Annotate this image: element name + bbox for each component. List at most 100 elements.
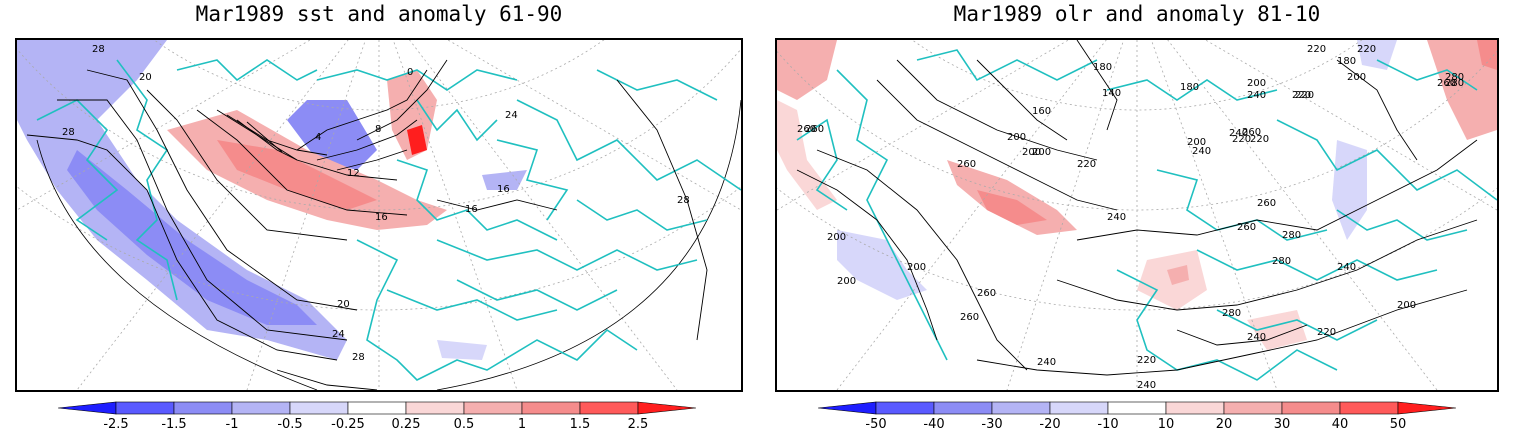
contour-label: 220 <box>1295 90 1314 101</box>
colorbar-arrow-high <box>1397 401 1457 415</box>
negative-anomaly-east <box>287 100 377 170</box>
colorbar-tick-label: -1 <box>226 417 239 430</box>
colorbar-tick-label: 1 <box>518 417 526 430</box>
contour-label: 240 <box>1247 332 1266 343</box>
olr-contour-labels: 220 220 180 160 140 180 200 260 280 180 … <box>797 44 1464 390</box>
colorbar-box <box>173 401 233 415</box>
contour-label: 0 <box>407 67 413 78</box>
sst-colorbar: -2.5 -1.5 -1 -0.5 -0.25 0.25 0.5 1 1.5 2.5 <box>58 401 697 430</box>
colorbar-box <box>875 401 935 415</box>
contour-label: 260 <box>960 312 979 323</box>
colorbar-box <box>1107 401 1167 415</box>
contour-label: 240 <box>1137 380 1156 390</box>
contour-label: 180 <box>1180 82 1199 93</box>
lat-lon-grid <box>17 40 741 390</box>
contour-label: 160 <box>1032 106 1051 117</box>
contour-label: 28 <box>62 127 75 138</box>
contour-label: 280 <box>1222 308 1241 319</box>
colorbar-tick-label: -20 <box>1039 417 1060 430</box>
contour-label: 20 <box>337 299 350 310</box>
positive-anomaly-sahara <box>1167 265 1189 285</box>
contour-label: 20 <box>139 72 152 83</box>
contour-label: 200 <box>837 276 856 287</box>
contour-label: 200 <box>1187 137 1206 148</box>
colorbar-tick-label: 50 <box>1390 417 1407 430</box>
contour-label: 4 <box>315 132 321 143</box>
contour-label: 12 <box>347 168 360 179</box>
contour-label: 260 <box>1437 78 1456 89</box>
negative-anomaly-region <box>17 40 347 360</box>
negative-anomaly-top <box>17 40 117 80</box>
contour-label: 240 <box>1247 90 1266 101</box>
contour-label: 16 <box>497 184 510 195</box>
contour-label: 240 <box>1229 128 1248 139</box>
colorbar-tick-label: 20 <box>1216 417 1233 430</box>
colorbar-box <box>579 401 639 415</box>
colorbar-arrow-low <box>818 401 877 415</box>
colorbar-tick-label: -1.5 <box>161 417 186 430</box>
contour-label: 280 <box>1272 256 1291 267</box>
contour-label: 220 <box>1307 44 1326 55</box>
sst-contours <box>26 59 708 390</box>
positive-anomaly-nw <box>777 40 837 100</box>
sst-panel-title: Mar1989 sst and anomaly 61-90 <box>195 2 563 26</box>
contour-label: 200 <box>1007 132 1026 143</box>
sst-anomaly-map: 28 20 28 0 4 8 12 16 16 16 20 24 28 28 2… <box>15 38 743 392</box>
colorbar-tick-label: 30 <box>1274 417 1291 430</box>
contour-label: 260 <box>957 159 976 170</box>
positive-anomaly-core <box>217 140 377 210</box>
contour-label: 180 <box>1093 62 1112 73</box>
contour-label: 16 <box>465 204 478 215</box>
negative-anomaly-med <box>482 170 527 190</box>
colorbar-box <box>463 401 523 415</box>
contour-label: 280 <box>1282 230 1301 241</box>
positive-anomaly-west <box>777 100 837 210</box>
contour-label: 220 <box>1232 134 1251 145</box>
colorbar-box <box>347 401 407 415</box>
contour-label: 220 <box>1292 90 1311 101</box>
colorbar-tick-label: -0.25 <box>331 417 365 430</box>
colorbar-box <box>115 401 175 415</box>
positive-anomaly-core <box>977 190 1047 225</box>
contour-label: 220 <box>1077 159 1096 170</box>
contour-label: 260 <box>797 124 816 135</box>
olr-contours <box>796 40 1478 376</box>
colorbar-tick-label: -30 <box>981 417 1002 430</box>
colorbar-tick-label: -50 <box>865 417 886 430</box>
projection-edge <box>36 99 741 390</box>
contour-label: 240 <box>1037 357 1056 368</box>
sst-contour-labels: 28 20 28 0 4 8 12 16 16 16 20 24 28 28 2… <box>62 44 690 363</box>
contour-label: 8 <box>375 124 381 135</box>
contour-label: 28 <box>677 195 690 206</box>
olr-map-svg: 220 220 180 160 140 180 200 260 280 180 … <box>777 40 1497 390</box>
colorbar-tick-label: -10 <box>1097 417 1118 430</box>
colorbar-box <box>933 401 993 415</box>
sst-map-svg: 28 20 28 0 4 8 12 16 16 16 20 24 28 28 2… <box>17 40 741 390</box>
negative-anomaly-south <box>437 340 487 360</box>
contour-label: 260 <box>977 288 996 299</box>
negative-anomaly-core <box>67 150 317 325</box>
contour-label: 24 <box>505 110 518 121</box>
contour-label: 280 <box>1445 72 1464 83</box>
contour-label: 220 <box>1317 327 1336 338</box>
contour-label: 220 <box>1357 44 1376 55</box>
colorbar-tick-label: 10 <box>1158 417 1175 430</box>
positive-anomaly-atlantic <box>947 160 1077 235</box>
olr-coastlines <box>796 49 1497 381</box>
colorbar-tick-label: 0.25 <box>392 417 421 430</box>
colorbar-box <box>1165 401 1225 415</box>
contour-label: 220 <box>1250 134 1269 145</box>
colorbar-box <box>231 401 291 415</box>
positive-anomaly-ne-core <box>1477 40 1497 70</box>
negative-anomaly-west <box>837 230 927 300</box>
colorbar-box <box>1049 401 1109 415</box>
olr-colorbar: -50 -40 -30 -20 -10 10 20 30 40 50 <box>818 401 1457 430</box>
contour-label: 220 <box>1137 355 1156 366</box>
colorbar-tick-label: -40 <box>923 417 944 430</box>
coastlines <box>36 59 741 381</box>
colorbar-arrow-low <box>58 401 117 415</box>
colorbar-tick-label: 40 <box>1332 417 1349 430</box>
colorbar-tick-label: 2.5 <box>628 417 649 430</box>
contour-label: 240 <box>1192 146 1211 157</box>
contour-label: 180 <box>1337 56 1356 67</box>
